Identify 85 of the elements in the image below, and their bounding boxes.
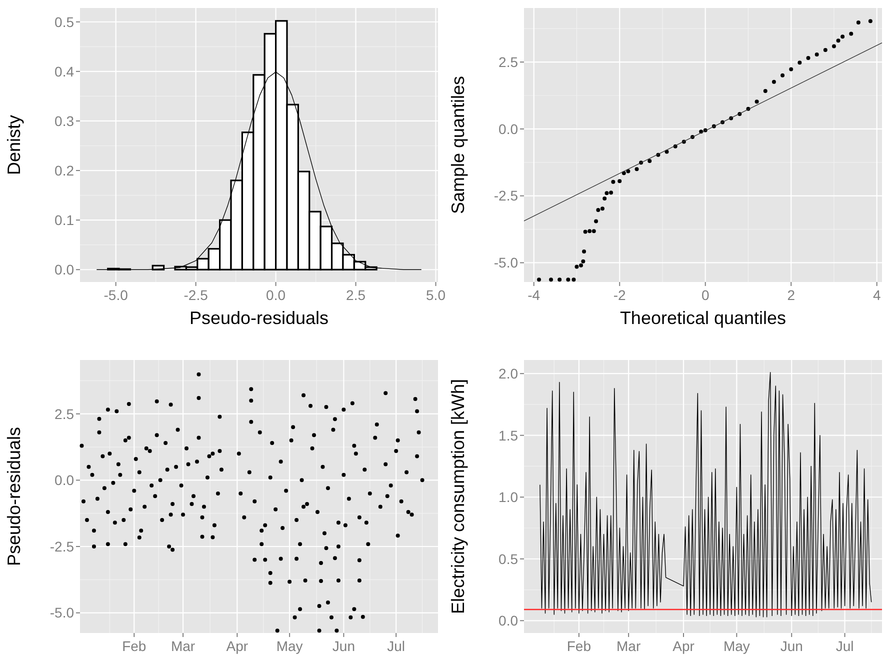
point [648, 159, 652, 164]
point [849, 32, 854, 36]
y-tick-label: 0.5 [498, 550, 518, 567]
point [611, 180, 616, 184]
x-tick-label: May [723, 638, 750, 654]
y-tick-label: -5.0 [50, 604, 74, 621]
x-tick-label: Mar [616, 638, 641, 654]
x-tick-label: -5.0 [104, 287, 128, 303]
point [592, 229, 596, 234]
point [763, 88, 768, 93]
x-tick-label: 0 [701, 287, 710, 303]
point [600, 206, 604, 211]
point [596, 208, 600, 212]
point [789, 67, 794, 72]
x-tick-label: 2.5 [346, 287, 366, 303]
point [583, 230, 588, 234]
point [772, 80, 776, 84]
point [574, 264, 579, 269]
point [566, 278, 570, 282]
x-tick-label: Feb [566, 638, 592, 654]
x-tick-label: Jul [836, 638, 854, 654]
x-axis-title: Theoretical quantiles [620, 308, 786, 328]
y-tick-label: 2.5 [54, 406, 74, 422]
y-tick-label: 2.0 [498, 365, 518, 382]
point [634, 167, 639, 172]
x-tick-label: 5.0 [426, 287, 446, 303]
point [832, 44, 836, 48]
y-axis-title: Denisty [4, 114, 24, 176]
y-tick-label: -2.5 [494, 188, 518, 204]
x-axis-title: Pseudo-residuals [189, 308, 329, 328]
y-tick-label: 0.0 [54, 472, 74, 488]
y-axis-title: Sample quantiles [448, 76, 468, 214]
point [602, 196, 607, 201]
x-tick-label: Apr [226, 638, 248, 654]
point [780, 73, 785, 78]
y-tick-label: 0.2 [54, 162, 74, 178]
point [868, 19, 872, 24]
y-axis-title: Electricity consumption [kWh] [448, 378, 468, 614]
x-tick-label: Mar [170, 638, 196, 654]
point [814, 52, 819, 57]
point [798, 60, 802, 65]
x-tick-label: Jun [332, 638, 355, 654]
point [754, 100, 759, 104]
line-series [540, 372, 872, 618]
y-tick-label: -2.5 [50, 538, 74, 554]
x-tick-label: -2.5 [184, 287, 208, 303]
x-tick-label: Jun [780, 638, 803, 654]
y-tick-label: 0.0 [54, 262, 74, 278]
y-tick-label: 0.0 [498, 612, 518, 629]
y-axis-title: Pseudo-residuals [4, 426, 24, 566]
y-tick-label: 1.0 [498, 489, 518, 506]
point [581, 259, 586, 264]
point [609, 190, 614, 195]
point [558, 278, 562, 282]
point [549, 278, 554, 282]
y-tick-label: 0.3 [54, 112, 74, 129]
x-tick-label: Feb [122, 638, 146, 654]
point [594, 219, 598, 224]
point [604, 191, 609, 196]
point [572, 278, 576, 282]
point [806, 56, 810, 60]
y-tick-label: -5.0 [494, 254, 518, 271]
y-tick-label: 1.5 [498, 427, 518, 444]
x-tick-label: -4 [528, 287, 540, 303]
y-tick-label: 2.5 [498, 54, 518, 70]
point [840, 34, 845, 39]
x-tick-label: 4 [872, 287, 881, 303]
x-tick-label: -2 [613, 287, 626, 303]
point [537, 278, 542, 282]
point [582, 249, 586, 254]
x-tick-label: May [276, 638, 303, 654]
point [836, 38, 840, 43]
y-tick-label: 0.1 [54, 212, 74, 228]
y-tick-label: 0.5 [54, 14, 74, 30]
point [856, 20, 860, 24]
point [588, 229, 592, 234]
point [579, 263, 584, 268]
point [618, 179, 622, 184]
x-tick-label: 2 [787, 287, 796, 303]
y-tick-label: 0.0 [498, 120, 518, 137]
point [823, 48, 828, 52]
y-tick-label: 0.4 [54, 63, 74, 80]
x-tick-label: 0.0 [266, 287, 286, 303]
x-tick-label: Apr [672, 638, 695, 654]
x-tick-label: Jul [387, 638, 406, 654]
